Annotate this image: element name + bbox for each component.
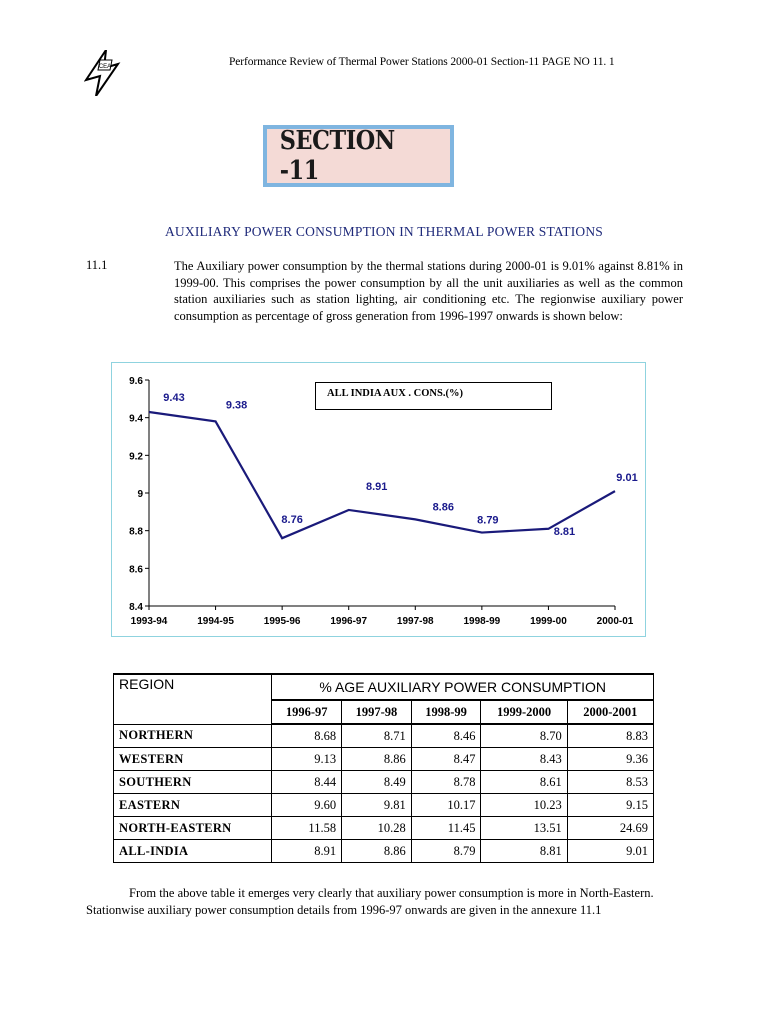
- section-title: SECTION -11: [279, 126, 395, 186]
- table-cell: 10.17: [410, 793, 482, 817]
- year-header: 1996-97: [271, 699, 343, 725]
- table-row: ALL-INDIA 8.91 8.86 8.79 8.81 9.01: [112, 839, 655, 863]
- table-cell: 10.23: [480, 793, 568, 817]
- region-column-header: REGION: [112, 673, 273, 725]
- paragraph-number: 11.1: [86, 258, 108, 272]
- x-tick-label: 1999-00: [530, 616, 567, 627]
- lightning-bolt-logo-icon: CEA: [84, 50, 121, 96]
- region-name: NORTHERN: [112, 723, 273, 748]
- y-tick-label: 9.4: [129, 414, 143, 425]
- x-tick-label: 1993-94: [131, 616, 168, 627]
- x-tick-label: 1994-95: [197, 616, 234, 627]
- table-cell: 9.13: [271, 747, 343, 771]
- data-label: 9.01: [616, 472, 637, 484]
- table-cell: 8.46: [410, 723, 482, 748]
- table-row: WESTERN 9.13 8.86 8.47 8.43 9.36: [112, 747, 655, 771]
- table-cell: 8.47: [410, 747, 482, 771]
- table-row: NORTHERN 8.68 8.71 8.46 8.70 8.83: [112, 723, 655, 748]
- year-header: 1997-98: [341, 699, 412, 725]
- table-cell: 8.78: [410, 770, 482, 794]
- table-cell: 8.68: [271, 723, 343, 748]
- table-cell: 11.58: [271, 816, 343, 840]
- table-row: EASTERN 9.60 9.81 10.17 10.23 9.15: [112, 793, 655, 817]
- data-label: 8.79: [477, 515, 498, 527]
- conclusion-paragraph: From the above table it emerges very cle…: [86, 886, 654, 917]
- table-cell: 8.81: [480, 839, 568, 863]
- table-cell: 8.83: [566, 723, 655, 748]
- aux-group-header: % AGE AUXILIARY POWER CONSUMPTION: [271, 673, 654, 701]
- regional-aux-table: REGION % AGE AUXILIARY POWER CONSUMPTION…: [112, 673, 655, 863]
- year-header: 1998-99: [410, 699, 482, 725]
- data-label: 8.81: [554, 526, 575, 538]
- table-cell: 8.86: [341, 839, 412, 863]
- region-name: EASTERN: [112, 793, 273, 817]
- table-row: SOUTHERN 8.44 8.49 8.78 8.61 8.53: [112, 770, 655, 794]
- data-label: 9.38: [226, 399, 247, 411]
- logo-text: CEA: [99, 64, 111, 70]
- table-cell: 8.53: [566, 770, 655, 794]
- y-tick-label: 9.6: [129, 376, 143, 387]
- intro-paragraph: The Auxiliary power consumption by the t…: [174, 259, 683, 323]
- x-tick-label: 1997-98: [397, 616, 434, 627]
- data-label: 8.91: [366, 481, 387, 493]
- table-cell: 8.49: [341, 770, 412, 794]
- region-name: WESTERN: [112, 747, 273, 771]
- region-name: ALL-INDIA: [112, 839, 273, 863]
- y-tick-label: 8.6: [129, 564, 143, 575]
- data-label: 8.76: [281, 514, 302, 526]
- table-cell: 11.45: [410, 816, 482, 840]
- region-name: NORTH-EASTERN: [112, 816, 273, 840]
- y-tick-label: 8.4: [129, 602, 143, 613]
- aux-consumption-chart: 9.6 9.4 9.2 9 8.8 8.6 8.4 1993-94 1994-95 1995-96…: [111, 362, 646, 637]
- table-cell: 9.01: [566, 839, 655, 863]
- data-label: 9.43: [163, 392, 184, 404]
- page-subtitle: AUXILIARY POWER CONSUMPTION IN THERMAL P…: [164, 224, 604, 239]
- table-row: NORTH-EASTERN 11.58 10.28 11.45 13.51 24.69: [112, 816, 655, 840]
- x-tick-label: 1995-96: [264, 616, 301, 627]
- table-cell: 9.60: [271, 793, 343, 817]
- table-cell: 9.36: [566, 747, 655, 771]
- running-header: Performance Review of Thermal Power Stat…: [229, 56, 615, 68]
- table-cell: 10.28: [341, 816, 412, 840]
- table-cell: 8.79: [410, 839, 482, 863]
- table-cell: 8.61: [480, 770, 568, 794]
- table-cell: 9.15: [566, 793, 655, 817]
- series-line-all-india: [148, 410, 616, 540]
- table-cell: 13.51: [480, 816, 568, 840]
- table-cell: 8.86: [341, 747, 412, 771]
- chart-legend: ALL INDIA AUX . CONS.(%): [315, 382, 552, 410]
- x-tick-label: 2000-01: [597, 616, 634, 627]
- x-tick-label: 1998-99: [464, 616, 501, 627]
- x-tick-label: 1996-97: [330, 616, 367, 627]
- year-header: 2000-2001: [566, 699, 655, 725]
- y-tick-label: 9: [137, 489, 143, 500]
- table-cell: 24.69: [566, 816, 655, 840]
- chart-canvas: 9.6 9.4 9.2 9 8.8 8.6 8.4 1993-94 1994-95 1995-96…: [129, 376, 638, 627]
- table-cell: 8.91: [271, 839, 343, 863]
- y-tick-label: 9.2: [129, 451, 143, 462]
- table-cell: 8.44: [271, 770, 343, 794]
- data-label: 8.86: [433, 501, 454, 513]
- y-tick-label: 8.8: [129, 527, 143, 538]
- table-cell: 8.71: [341, 723, 412, 748]
- section-title-box: SECTION -11: [263, 125, 454, 187]
- table-cell: 8.70: [480, 723, 568, 748]
- table-cell: 8.43: [480, 747, 568, 771]
- region-name: SOUTHERN: [112, 770, 273, 794]
- year-header: 1999-2000: [480, 699, 568, 725]
- table-cell: 9.81: [341, 793, 412, 817]
